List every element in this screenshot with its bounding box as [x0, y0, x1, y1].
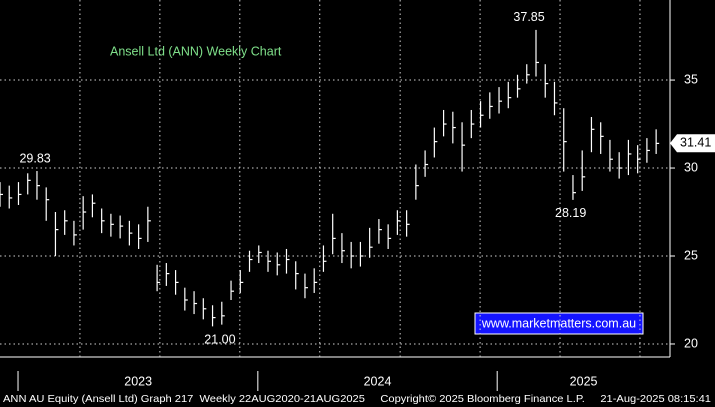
y-tick-label: 30 [684, 160, 698, 174]
watermark: www.marketmatters.com.au [481, 316, 636, 330]
chart-title: Ansell Ltd (ANN) Weekly Chart [110, 44, 282, 58]
y-tick-label: 35 [684, 72, 698, 86]
annotation: 37.85 [513, 10, 544, 24]
y-tick-label: 25 [684, 248, 698, 262]
footer: ANN AU Equity (Ansell Ltd) Graph 217 Wee… [3, 393, 711, 405]
last-price-tag [670, 134, 715, 153]
annotation: 28.19 [555, 206, 586, 220]
annotation: 29.83 [19, 151, 50, 165]
annotation: 21.00 [204, 333, 235, 347]
x-tick-label: 2025 [570, 374, 598, 388]
last-price-label: 31.41 [680, 136, 711, 150]
x-tick-label: 2024 [364, 374, 392, 388]
y-tick-label: 20 [684, 336, 698, 350]
x-tick-label: 2023 [124, 374, 152, 388]
watermark-box [474, 312, 644, 335]
